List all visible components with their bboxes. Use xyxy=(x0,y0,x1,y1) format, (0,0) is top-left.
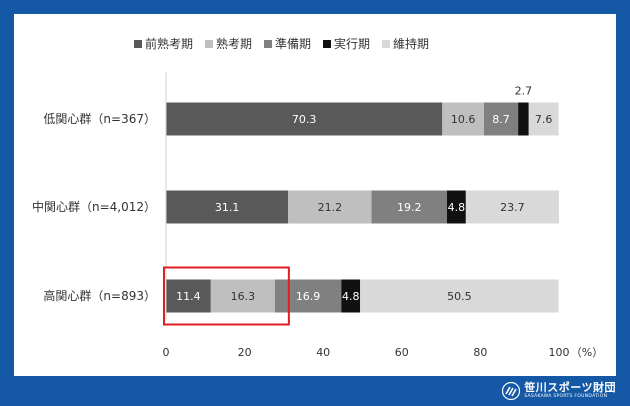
data-label-2-熟考期: 16.3 xyxy=(231,290,256,303)
legend-swatch-3 xyxy=(323,40,331,48)
x-tick-2: 40 xyxy=(316,346,330,359)
bar-2-実行期 xyxy=(341,279,361,313)
legend-swatch-4 xyxy=(382,40,390,48)
x-tick-5: 100 xyxy=(549,346,570,359)
ssf-logo: 笹川スポーツ財団 SASAKAWA SPORTS FOUNDATION xyxy=(502,379,616,403)
bar-1-前熟考期 xyxy=(166,190,289,224)
x-tick-0: 0 xyxy=(163,346,170,359)
bar-2-準備期 xyxy=(274,279,342,313)
x-unit-label: （%） xyxy=(571,346,603,359)
data-label-0-準備期: 8.7 xyxy=(492,113,510,126)
bar-2-維持期 xyxy=(360,279,559,313)
bar-2-前熟考期 xyxy=(166,279,211,313)
legend-label-4: 維持期 xyxy=(393,36,429,51)
legend-swatch-0 xyxy=(134,40,142,48)
bar-1-準備期 xyxy=(371,190,447,224)
bar-1-実行期 xyxy=(446,190,466,224)
footer: 笹川スポーツ財団 SASAKAWA SPORTS FOUNDATION xyxy=(0,376,630,406)
category-label-2: 高関心群（n=893） xyxy=(43,288,156,303)
bar-2-熟考期 xyxy=(210,279,275,313)
data-label-1-熟考期: 21.2 xyxy=(318,201,343,214)
data-label-1-維持期: 23.7 xyxy=(500,201,525,214)
logo-name-en: SASAKAWA SPORTS FOUNDATION xyxy=(524,394,608,400)
legend-swatch-1 xyxy=(205,40,213,48)
category-label-0: 低関心群（n=367） xyxy=(43,112,156,126)
data-label-0-熟考期: 10.6 xyxy=(451,113,476,126)
bar-0-前熟考期 xyxy=(166,102,443,136)
legend-label-2: 準備期 xyxy=(275,36,311,51)
highlight-box xyxy=(163,266,290,326)
legend-label-3: 実行期 xyxy=(334,36,370,51)
data-label-2-前熟考期: 11.4 xyxy=(176,290,201,303)
data-label-0-実行期: 2.7 xyxy=(515,85,533,98)
bar-0-準備期 xyxy=(483,102,519,136)
x-tick-1: 20 xyxy=(238,346,252,359)
data-label-0-前熟考期: 70.3 xyxy=(292,113,317,126)
data-label-0-維持期: 7.6 xyxy=(535,113,553,126)
legend-label-0: 前熟考期 xyxy=(145,36,193,51)
bar-1-維持期 xyxy=(465,190,559,224)
x-tick-3: 60 xyxy=(395,346,409,359)
category-label-1: 中関心群（n=4,012） xyxy=(32,199,156,214)
data-label-2-実行期: 4.8 xyxy=(342,290,360,303)
data-label-2-維持期: 50.5 xyxy=(447,290,472,303)
logo-name-jp: 笹川スポーツ財団 xyxy=(524,381,616,395)
data-label-1-準備期: 19.2 xyxy=(397,201,422,214)
legend-swatch-2 xyxy=(264,40,272,48)
ssf-logo-icon xyxy=(502,382,521,400)
bar-1-熟考期 xyxy=(288,190,372,224)
bar-0-熟考期 xyxy=(442,102,484,136)
chart-card: 前熟考期 熟考期 準備期 実行期 維持期低関心群（n=367） 70.3 10.6 8.7 2.… xyxy=(14,14,616,376)
data-label-1-前熟考期: 31.1 xyxy=(215,201,240,214)
legend-label-1: 熟考期 xyxy=(216,36,252,51)
bar-0-実行期 xyxy=(518,102,529,136)
x-tick-4: 80 xyxy=(473,346,487,359)
bar-0-維持期 xyxy=(528,102,559,136)
data-label-2-準備期: 16.9 xyxy=(296,290,321,303)
data-label-1-実行期: 4.8 xyxy=(448,201,466,214)
